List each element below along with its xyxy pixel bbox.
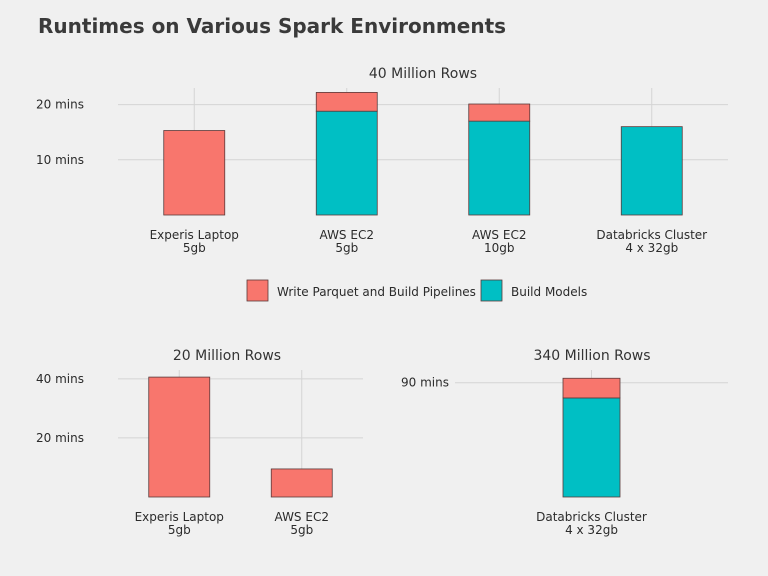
x-tick-sublabel: 5gb xyxy=(335,241,358,255)
x-tick-label: Experis Laptop xyxy=(135,510,224,524)
bar-write-parquet xyxy=(163,130,226,216)
legend-label: Write Parquet and Build Pipelines xyxy=(277,285,476,299)
x-tick-label: AWS EC2 xyxy=(472,228,526,242)
panel-title: 40 Million Rows xyxy=(369,66,477,82)
legend-label: Build Models xyxy=(511,285,587,299)
x-tick-label: Databricks Cluster xyxy=(596,228,707,242)
panel-title: 20 Million Rows xyxy=(173,348,281,364)
y-tick-label: 20 mins xyxy=(36,98,84,112)
bar-write-parquet xyxy=(562,377,621,399)
panel-1: 10 mins 20 mins 40 Million Rows Experis Lap… xyxy=(36,66,728,255)
bar-write-parquet xyxy=(270,468,333,498)
legend: Write Parquet and Build Pipelines Build M… xyxy=(246,279,587,302)
x-tick-sublabel: 5gb xyxy=(168,523,191,537)
x-tick-sublabel: 4 x 32gb xyxy=(625,241,678,255)
x-tick-sublabel: 5gb xyxy=(183,241,206,255)
panel-3: 90 mins 340 Million Rows Databricks Cluste… xyxy=(401,348,728,537)
y-tick-label: 90 mins xyxy=(401,376,449,390)
y-tick-label: 40 mins xyxy=(36,372,84,386)
y-tick-label: 20 mins xyxy=(36,431,84,445)
x-tick-sublabel: 10gb xyxy=(484,241,515,255)
page-title: Runtimes on Various Spark Environments xyxy=(38,14,507,38)
bar-build-models xyxy=(562,397,621,498)
x-tick-label: AWS EC2 xyxy=(275,510,329,524)
bar-build-models xyxy=(620,126,683,216)
panel-2: 20 mins 40 mins 20 Million Rows Experis Lap… xyxy=(36,348,363,537)
bar-build-models xyxy=(315,110,378,216)
legend-swatch xyxy=(246,279,269,302)
x-tick-sublabel: 5gb xyxy=(290,523,313,537)
panel-title: 340 Million Rows xyxy=(533,348,650,364)
bar-build-models xyxy=(468,120,531,216)
x-tick-sublabel: 4 x 32gb xyxy=(565,523,618,537)
y-tick-label: 10 mins xyxy=(36,153,84,167)
x-tick-label: Experis Laptop xyxy=(150,228,239,242)
bar-write-parquet xyxy=(148,376,211,498)
x-tick-label: Databricks Cluster xyxy=(536,510,647,524)
bar-write-parquet xyxy=(468,103,531,122)
x-tick-label: AWS EC2 xyxy=(320,228,374,242)
bar-write-parquet xyxy=(315,92,378,112)
legend-swatch xyxy=(480,279,503,302)
